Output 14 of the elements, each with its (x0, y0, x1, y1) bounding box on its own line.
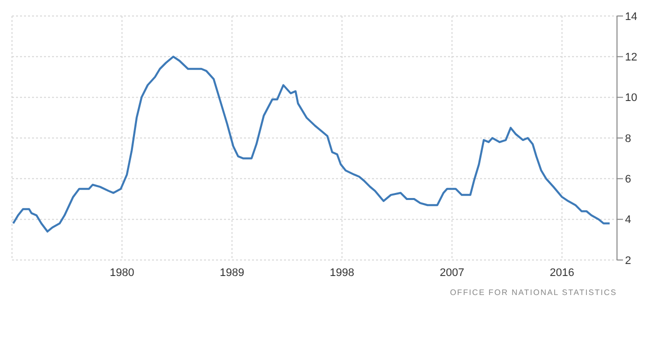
y-tick-label: 14 (625, 10, 638, 23)
y-tick-label: 10 (625, 92, 638, 104)
y-tick-label: 2 (625, 254, 632, 267)
y-tick-label: 4 (625, 214, 632, 226)
x-tick-label: 1989 (220, 266, 244, 279)
y-tick-label: 6 (625, 174, 632, 186)
x-tick-label: 2007 (440, 266, 464, 279)
y-tick-label: 8 (625, 132, 632, 145)
y-tick-label: 12 (625, 52, 638, 64)
x-tick-label: 2016 (550, 266, 574, 279)
x-tick-label: 1980 (110, 266, 134, 279)
line-series (12, 56, 611, 233)
x-tick-label: 1998 (330, 266, 354, 279)
text: OFFICE FOR NATIONAL STATISTICS (448, 288, 618, 297)
